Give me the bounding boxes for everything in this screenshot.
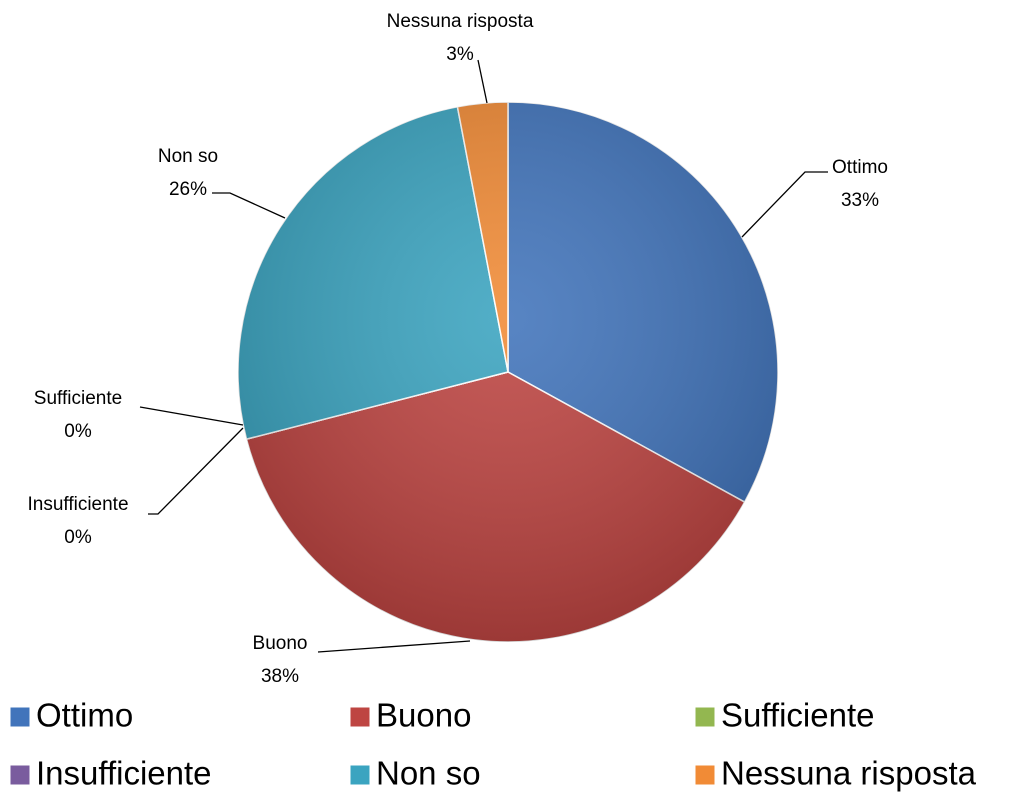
data-label-value: 26% (169, 179, 207, 200)
data-label-value: 0% (64, 527, 92, 548)
legend-label: Sufficiente (721, 697, 875, 734)
data-label-value: 33% (841, 190, 879, 211)
leader-line (212, 192, 286, 219)
legend-swatch (694, 764, 716, 786)
legend-swatch (694, 706, 716, 728)
data-labels: Ottimo 33% Buono 38% Sufficiente 0% Insufficie… (27, 11, 888, 687)
data-label-value: 38% (261, 666, 299, 687)
legend: Ottimo Buono Sufficiente Insufficiente Non s… (9, 697, 977, 792)
data-label-name: Sufficiente (34, 388, 122, 409)
data-label-name: Non so (158, 146, 218, 167)
pie (237, 101, 779, 643)
data-label-value: 0% (64, 421, 92, 442)
data-label-name: Nessuna risposta (387, 11, 534, 32)
leader-line (139, 406, 244, 426)
legend-swatch (9, 706, 31, 728)
data-label-value: 3% (446, 44, 474, 65)
data-label-name: Buono (253, 633, 308, 654)
legend-swatch (349, 764, 371, 786)
legend-swatch (9, 764, 31, 786)
legend-label: Buono (376, 697, 471, 734)
legend-swatch (349, 706, 371, 728)
legend-label: Insufficiente (36, 755, 212, 792)
leader-line (741, 171, 828, 238)
legend-label: Non so (376, 755, 481, 792)
leader-line (317, 640, 471, 653)
leader-line (148, 427, 244, 515)
legend-label: Ottimo (36, 697, 133, 734)
leader-line (477, 59, 488, 104)
legend-label: Nessuna risposta (721, 755, 977, 792)
data-label-name: Insufficiente (27, 494, 128, 515)
data-label-name: Ottimo (832, 157, 888, 178)
